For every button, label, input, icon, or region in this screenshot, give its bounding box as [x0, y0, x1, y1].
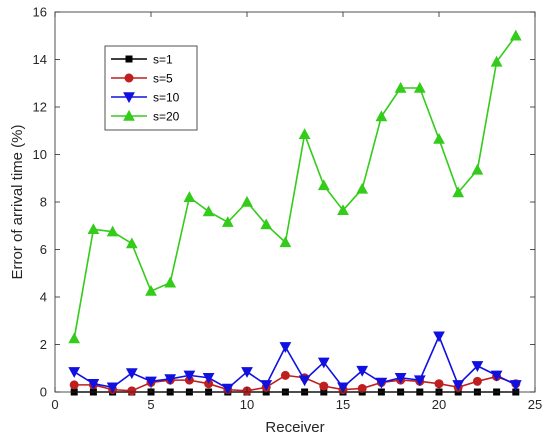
data-point — [413, 81, 426, 93]
axes-layer: 0 5 10 15 20 25 0 2 4 6 8 10 12 14 16 — [33, 5, 543, 413]
data-point — [337, 204, 349, 216]
data-point — [452, 186, 465, 198]
y-tick-label: 6 — [40, 242, 47, 257]
x-tick-label: 20 — [432, 397, 446, 412]
data-point — [509, 380, 522, 391]
x-tick-label: 10 — [240, 397, 254, 412]
data-point — [433, 331, 445, 343]
data-point — [471, 163, 484, 175]
y-tick-label: 2 — [40, 337, 47, 352]
data-point — [319, 381, 329, 391]
data-point — [394, 81, 407, 93]
x-axis-label: Receiver — [265, 419, 324, 436]
data-point — [298, 375, 311, 387]
data-point — [394, 373, 407, 384]
legend-marker — [124, 73, 134, 83]
y-tick-label: 16 — [33, 5, 47, 20]
data-point — [357, 383, 367, 393]
legend-item: s=5 — [111, 72, 173, 86]
data-point — [434, 379, 444, 389]
data-point — [202, 205, 215, 217]
data-point — [490, 370, 503, 382]
data-point — [509, 29, 522, 41]
legend-marker — [123, 92, 135, 104]
legend: s=1 s=5 s=10 s=20 — [104, 45, 198, 131]
data-point — [375, 377, 388, 389]
data-point — [241, 367, 253, 378]
data-point — [471, 361, 484, 372]
data-point — [413, 375, 426, 387]
data-point — [452, 380, 465, 391]
legend-item: s=1 — [111, 53, 173, 67]
x-tick-label: 0 — [51, 397, 58, 412]
data-point — [279, 236, 292, 248]
data-point — [87, 223, 100, 235]
legend-label: s=20 — [153, 110, 180, 124]
y-tick-label: 12 — [33, 100, 47, 115]
x-tick-label: 25 — [528, 397, 542, 412]
data-point — [68, 367, 81, 378]
legend-marker — [123, 109, 135, 121]
data-point — [69, 380, 79, 390]
data-point — [375, 110, 388, 122]
data-point — [106, 225, 119, 237]
y-tick-label: 0 — [40, 385, 47, 400]
y-tick-label: 8 — [40, 195, 47, 210]
data-point — [202, 373, 215, 384]
data-point — [145, 376, 157, 388]
legend-item: s=10 — [111, 91, 180, 105]
data-point — [221, 383, 234, 395]
data-point — [317, 179, 330, 191]
legend-label: s=5 — [153, 72, 173, 86]
series-s-20 — [68, 29, 522, 344]
data-point — [490, 55, 503, 67]
data-point — [68, 332, 81, 344]
y-tick-label: 4 — [40, 290, 47, 305]
legend-marker — [125, 55, 133, 63]
data-point — [317, 357, 330, 369]
data-point — [127, 386, 137, 396]
y-tick-label: 14 — [33, 52, 47, 67]
data-point — [298, 128, 311, 140]
data-point — [183, 191, 196, 202]
data-point — [164, 374, 177, 386]
legend-label: s=1 — [153, 53, 173, 67]
data-point — [145, 284, 157, 296]
data-point — [106, 382, 119, 394]
legend-label: s=10 — [153, 91, 180, 105]
data-point — [356, 365, 369, 377]
data-point — [87, 378, 100, 390]
data-point — [356, 182, 369, 194]
series-line — [73, 35, 517, 339]
data-point — [164, 276, 177, 288]
data-point — [241, 195, 253, 207]
series-s-10 — [68, 331, 522, 395]
data-point — [433, 132, 445, 144]
data-point — [280, 370, 290, 380]
data-point — [279, 342, 292, 353]
x-tick-label: 5 — [147, 397, 154, 412]
data-point — [125, 237, 138, 249]
data-point — [183, 370, 196, 382]
data-point — [221, 216, 234, 227]
x-tick-label: 15 — [336, 397, 350, 412]
data-point — [472, 376, 482, 386]
y-axis-label: Error of arrival time (%) — [9, 124, 26, 279]
y-tick-label: 10 — [33, 147, 47, 162]
data-point — [125, 368, 138, 380]
data-point — [260, 218, 273, 230]
legend-item: s=20 — [111, 110, 180, 124]
data-point — [260, 380, 273, 391]
